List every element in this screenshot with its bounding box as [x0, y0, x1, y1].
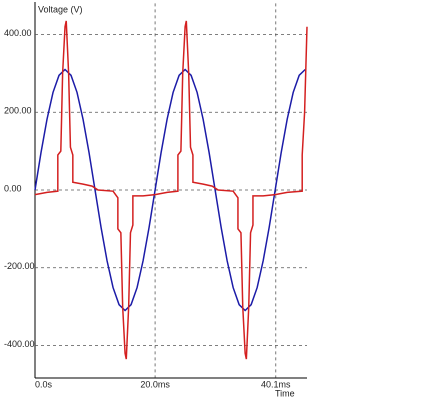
y-tick-label: -200.00: [4, 261, 35, 271]
y-axis-label: Voltage (V): [38, 4, 83, 14]
x-axis-label: Time: [275, 388, 295, 398]
x-tick-label: 0.0s: [35, 379, 53, 389]
y-tick-label: 400.00: [4, 28, 32, 38]
x-tick-label: 40.1ms: [261, 379, 291, 389]
series-line: [34, 20, 308, 360]
series-line: [34, 68, 306, 312]
y-tick-label: -400.00: [4, 339, 35, 349]
y-tick-label: 200.00: [4, 106, 32, 116]
x-tick-label: 20.0ms: [140, 379, 170, 389]
y-tick-label: 0.00: [4, 183, 22, 193]
